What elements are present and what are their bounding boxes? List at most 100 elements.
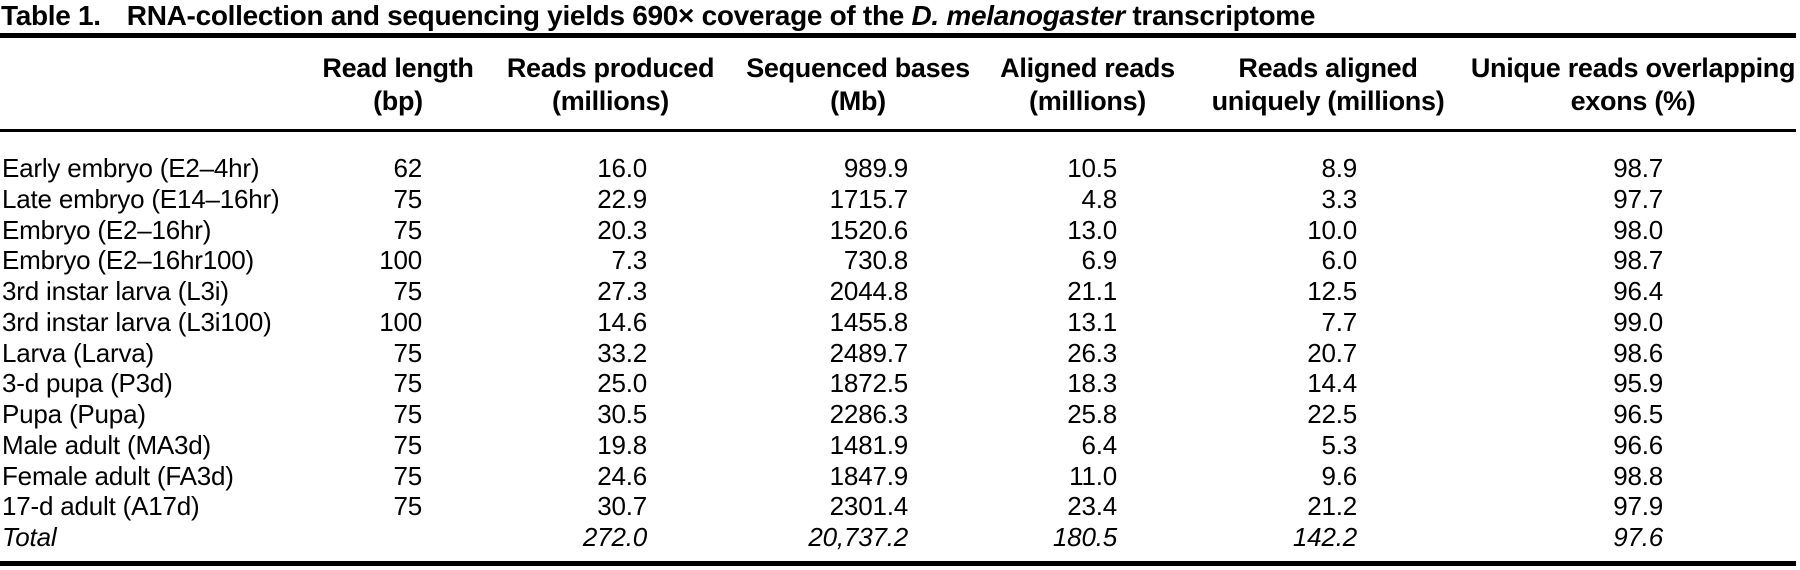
value-cell: 96.6 (1613, 429, 1663, 460)
value-cell: 75 (393, 491, 422, 522)
value-cell: 14.6 (597, 306, 647, 337)
value-cell: 25.0 (597, 368, 647, 399)
value-cell: 98.8 (1613, 460, 1663, 491)
value-cell: 20,737.2 (808, 522, 908, 552)
table-number-label: Table 1. (1, 0, 101, 31)
value-cell: 6.4 (1081, 429, 1117, 460)
column-header: Aligned reads (millions) (1000, 53, 1175, 116)
value-cell: 9.6 (1321, 460, 1357, 491)
value-cell: 75 (393, 429, 422, 460)
value-cell: 33.2 (597, 337, 647, 368)
value-cell: 25.8 (1067, 399, 1117, 429)
value-cell: 75 (393, 337, 422, 368)
value-cell: 1520.6 (829, 214, 909, 245)
row-label: 3rd instar larva (L3i100) (2, 306, 272, 337)
header-rule (0, 129, 1796, 132)
column-header: Sequenced bases (Mb) (746, 53, 970, 116)
value-cell: 1455.8 (829, 306, 909, 337)
row-label: 17-d adult (A17d) (2, 491, 200, 522)
row-label: 3-d pupa (P3d) (2, 368, 173, 399)
bottom-rule (0, 561, 1796, 566)
value-cell: 99.0 (1613, 306, 1663, 337)
value-cell: 96.5 (1613, 399, 1663, 429)
value-cell: 2301.4 (829, 491, 909, 522)
top-rule (0, 33, 1796, 38)
value-cell: 24.6 (597, 460, 647, 491)
value-cell: 11.0 (1069, 460, 1117, 491)
value-cell: 10.5 (1067, 153, 1117, 183)
column-header: Read length (bp) (322, 53, 474, 116)
value-cell: 98.7 (1613, 245, 1663, 276)
value-cell: 2286.3 (829, 399, 909, 429)
value-cell: 95.9 (1613, 368, 1663, 399)
value-cell: 97.7 (1613, 183, 1663, 214)
value-cell: 2044.8 (829, 276, 909, 306)
row-label: 3rd instar larva (L3i) (2, 276, 229, 306)
row-label: Female adult (FA3d) (2, 460, 234, 491)
value-cell: 30.7 (597, 491, 647, 522)
value-cell: 75 (393, 276, 422, 306)
value-cell: 2489.7 (829, 337, 909, 368)
value-cell: 7.3 (611, 245, 647, 276)
row-label: Male adult (MA3d) (2, 429, 212, 460)
value-cell: 13.0 (1067, 214, 1117, 245)
row-label: Embryo (E2–16hr) (2, 214, 212, 245)
column-header: Reads produced (millions) (506, 53, 715, 116)
value-cell (306, 522, 490, 553)
column-header: Unique reads overlapping exons (%) (1470, 53, 1796, 116)
value-cell: 14.4 (1307, 368, 1357, 399)
species-name: D. melanogaster (911, 0, 1126, 31)
table-title-text: RNA-collection and sequencing yields 690… (126, 0, 912, 31)
value-cell: 10.0 (1307, 214, 1357, 245)
value-cell: 22.5 (1307, 399, 1357, 429)
row-label: Larva (Larva) (2, 337, 155, 368)
value-cell: 12.5 (1307, 276, 1357, 306)
value-cell: 21.1 (1067, 276, 1117, 306)
row-label: Late embryo (E14–16hr) (2, 183, 280, 214)
value-cell: 1872.5 (829, 368, 909, 399)
value-cell: 98.6 (1613, 337, 1663, 368)
value-cell: 4.8 (1081, 183, 1117, 214)
value-cell: 5.3 (1321, 429, 1357, 460)
header-row: Read length (bp) Reads produced (millions) S… (0, 52, 1800, 118)
column-header: Reads aligned uniquely (millions) (1211, 53, 1445, 116)
table-body: Early embryo (E2–4hr) 62 16.0 989.9 10.5 8.9 9… (0, 153, 1800, 553)
table-title: Table 1. RNA-collection and sequencing yi… (1, 1, 1315, 31)
value-cell: 142.2 (1292, 522, 1357, 552)
value-cell: 1847.9 (829, 460, 909, 491)
row-label: Early embryo (E2–4hr) (2, 153, 260, 183)
row-label: Embryo (E2–16hr100) (2, 245, 254, 276)
value-cell: 272.0 (582, 522, 647, 552)
value-cell: 6.0 (1321, 245, 1357, 276)
value-cell: 21.2 (1307, 491, 1357, 522)
header-cell-empty (0, 52, 306, 118)
value-cell: 180.5 (1052, 522, 1117, 552)
value-cell: 62 (393, 153, 422, 183)
value-cell: 23.4 (1067, 491, 1117, 522)
value-cell: 75 (393, 460, 422, 491)
row-label: Pupa (Pupa) (2, 399, 146, 429)
value-cell: 1715.7 (829, 183, 909, 214)
value-cell: 30.5 (597, 399, 647, 429)
value-cell: 98.7 (1613, 153, 1663, 183)
value-cell: 18.3 (1067, 368, 1117, 399)
value-cell: 19.8 (597, 429, 647, 460)
value-cell: 98.0 (1613, 214, 1663, 245)
value-cell: 1481.9 (829, 429, 909, 460)
value-cell: 730.8 (843, 245, 908, 276)
value-cell: 75 (393, 368, 422, 399)
value-cell: 100 (379, 245, 422, 276)
value-cell: 989.9 (843, 153, 908, 183)
value-cell: 26.3 (1067, 337, 1117, 368)
value-cell: 100 (379, 306, 422, 337)
row-label: Total (2, 522, 57, 552)
value-cell: 75 (393, 399, 422, 429)
value-cell: 75 (393, 214, 422, 245)
value-cell: 16.0 (597, 153, 647, 183)
value-cell: 20.3 (597, 214, 647, 245)
value-cell: 27.3 (597, 276, 647, 306)
value-cell: 22.9 (597, 183, 647, 214)
value-cell: 97.6 (1613, 522, 1663, 552)
value-cell: 8.9 (1321, 153, 1357, 183)
value-cell: 6.9 (1081, 245, 1117, 276)
